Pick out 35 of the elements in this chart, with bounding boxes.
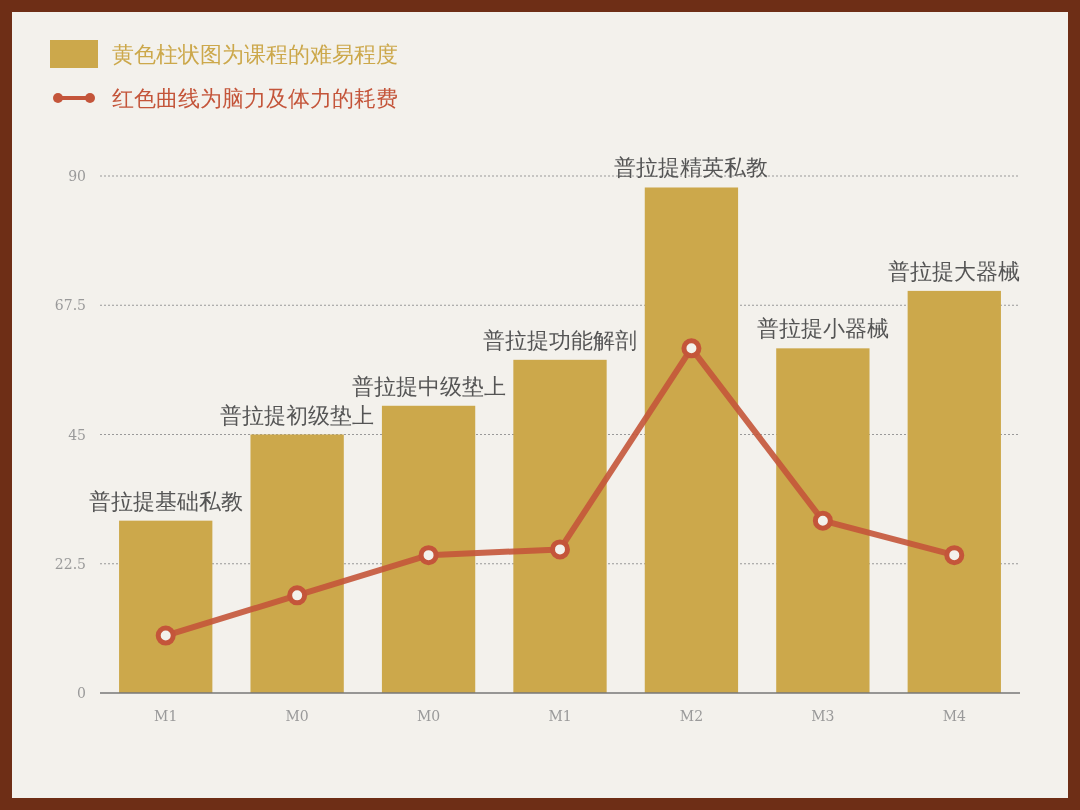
legend-label: 红色曲线为脑力及体力的耗费	[112, 86, 398, 111]
legend-label: 黄色柱状图为课程的难易程度	[112, 42, 398, 67]
point	[681, 338, 702, 359]
data-label: 普拉提中级垫上	[351, 373, 506, 399]
point	[944, 545, 965, 566]
bar	[119, 520, 213, 693]
data-label: 普拉提初级垫上	[220, 402, 375, 428]
bar	[381, 405, 476, 693]
bar	[513, 359, 607, 693]
x-tick-label: M0	[416, 708, 441, 724]
y-tick-label: 45	[68, 426, 86, 443]
point	[287, 585, 308, 606]
data-label: 普拉提基础私教	[88, 488, 243, 514]
x-tick-label: M3	[811, 708, 835, 724]
y-tick-label: 67.5	[54, 297, 86, 314]
data-label: 普拉提小器械	[756, 316, 889, 342]
bar	[644, 187, 739, 693]
point	[155, 625, 176, 646]
y-tick-label: 0	[77, 685, 86, 701]
bar	[776, 348, 870, 693]
data-label: 普拉提大器械	[888, 258, 1021, 284]
y-tick-label: 90	[68, 168, 86, 184]
x-tick-label: M2	[679, 708, 704, 724]
point	[812, 510, 833, 531]
data-label: 普拉提功能解剖	[483, 327, 637, 353]
data-label: 普拉提精英私教	[614, 155, 769, 181]
bar	[250, 434, 344, 693]
bar	[907, 290, 1001, 693]
x-tick-label: M1	[548, 708, 572, 724]
point	[418, 545, 439, 566]
x-tick-label: M1	[154, 708, 178, 724]
x-tick-label: M4	[942, 708, 966, 724]
x-tick-label: M0	[285, 708, 309, 724]
y-tick-label: 22.5	[54, 555, 86, 572]
point	[550, 539, 570, 560]
